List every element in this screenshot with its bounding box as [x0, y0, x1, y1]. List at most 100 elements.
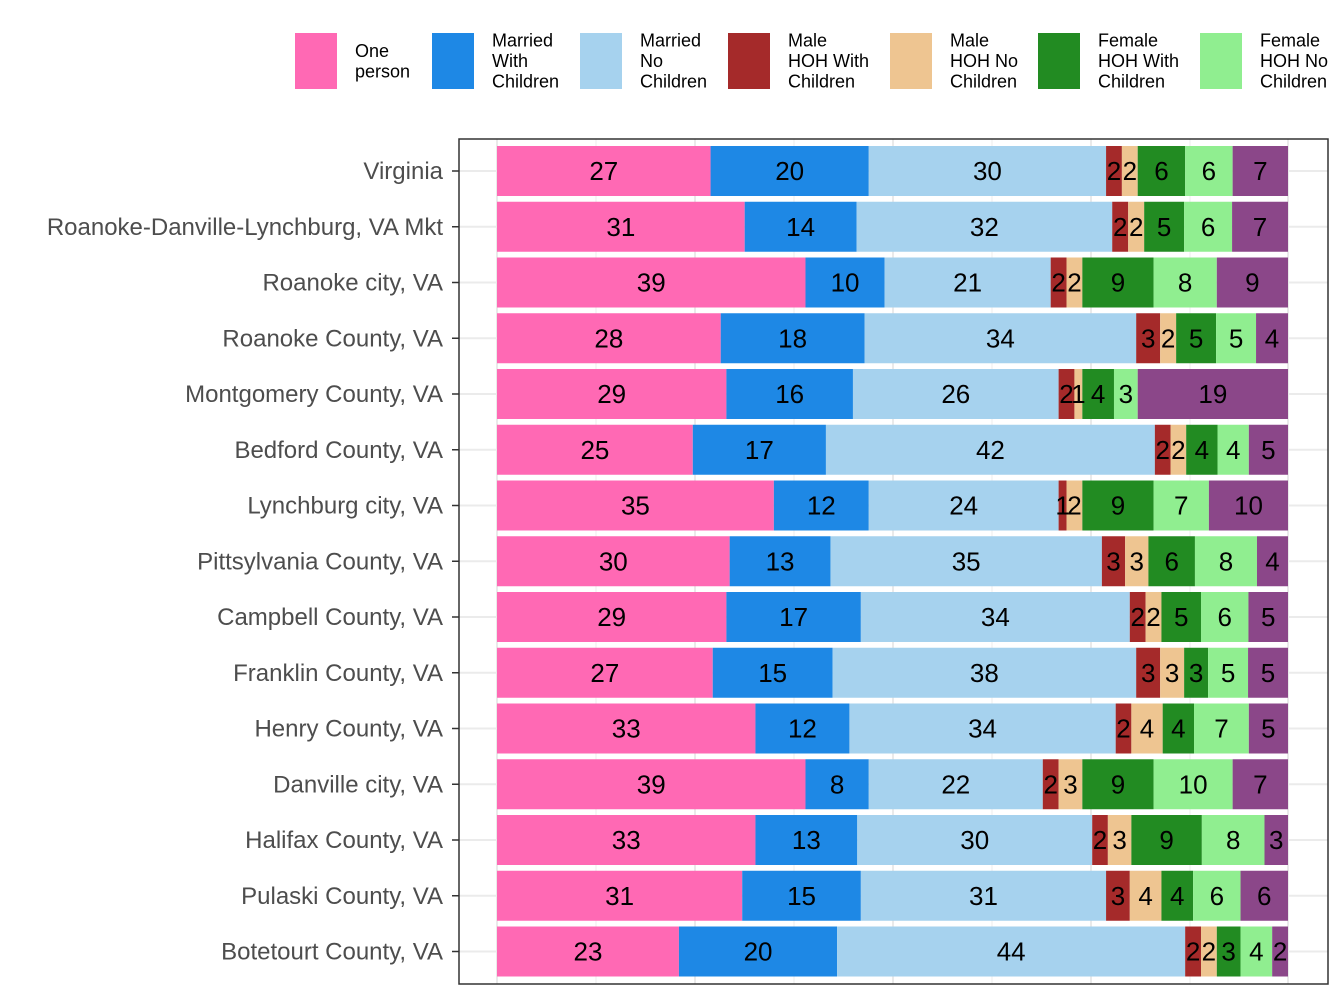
bar-value-label: 2: [1051, 268, 1065, 298]
legend-label: HOH With: [788, 51, 869, 71]
bar-segment: [1112, 201, 1129, 252]
bar-segment: [1184, 201, 1233, 252]
bar-segment: [1136, 647, 1161, 698]
bar-value-label: 7: [1253, 212, 1267, 242]
bar-segment: [1161, 592, 1201, 642]
bar-segment: [884, 257, 1051, 308]
bar-segment: [1066, 257, 1083, 308]
bar-value-label: 3: [1112, 825, 1126, 855]
legend-label: Children: [950, 72, 1017, 92]
bar-value-label: 32: [970, 212, 999, 242]
legend-label: Male: [788, 31, 827, 51]
bar-segment: [1154, 424, 1171, 475]
bar-value-label: 4: [1265, 546, 1279, 576]
bar-segment: [1185, 926, 1201, 977]
bar-segment: [832, 647, 1137, 698]
bar-value-label: 33: [612, 714, 641, 744]
bar-value-label: 4: [1091, 379, 1105, 409]
legend-label: Children: [788, 72, 855, 92]
bar-value-label: 31: [605, 881, 634, 911]
bar-value-label: 28: [594, 323, 623, 353]
bar-value-label: 30: [960, 825, 989, 855]
bar-value-label: 2: [1067, 491, 1081, 521]
bars: [497, 146, 1288, 977]
bar-segment: [1170, 424, 1187, 475]
y-tick-label: Bedford County, VA: [234, 437, 443, 464]
bar-segment: [497, 480, 774, 531]
bar-value-label: 34: [986, 323, 1015, 353]
bar-segment: [497, 647, 713, 698]
bar-segment: [1092, 815, 1108, 865]
bar-value-label: 7: [1174, 491, 1188, 521]
bar-value-label: 26: [941, 379, 970, 409]
legend-key: [890, 33, 932, 89]
bar-value-label: 8: [830, 769, 844, 799]
bar-segment: [1162, 703, 1195, 754]
bar-value-label: 9: [1111, 268, 1125, 298]
bar-segment: [1137, 369, 1288, 419]
bar-value-label: 22: [941, 769, 970, 799]
bar-value-label: 27: [589, 156, 618, 186]
bar-value-label: 5: [1261, 435, 1275, 465]
bar-value-label: 3: [1141, 323, 1155, 353]
bar-segment: [830, 536, 1102, 587]
bar-segment: [1121, 146, 1138, 196]
bar-value-label: 8: [1219, 546, 1233, 576]
y-tick-label: Henry County, VA: [254, 716, 443, 743]
legend-key: [580, 33, 622, 89]
bar-value-label: 39: [637, 268, 666, 298]
bar-segment: [860, 870, 1107, 921]
bar-segment: [497, 146, 711, 196]
bar-segment: [1176, 313, 1217, 364]
bar-value-label: 13: [766, 546, 795, 576]
bar-value-label: 4: [1226, 435, 1240, 465]
legend-label: HOH No: [1260, 51, 1328, 71]
bar-value-label: 12: [788, 714, 817, 744]
bar-segment: [1082, 759, 1154, 810]
bar-value-label: 13: [792, 825, 821, 855]
bar-segment: [1082, 480, 1154, 531]
bar-value-label: 29: [597, 379, 626, 409]
bar-segment: [1272, 926, 1288, 977]
bar-value-label: 3: [1221, 937, 1235, 967]
bar-segment: [856, 201, 1113, 252]
bar-segment: [1131, 703, 1163, 754]
bar-segment: [860, 592, 1130, 642]
bar-segment: [825, 424, 1155, 475]
bar-segment: [1185, 146, 1233, 196]
bar-segment: [1240, 870, 1288, 921]
bar-segment: [497, 759, 806, 810]
legend-key: [432, 33, 474, 89]
bar-value-label: 14: [786, 212, 815, 242]
bar-segment: [497, 703, 756, 754]
bar-segment: [1184, 647, 1209, 698]
bar-segment: [1082, 257, 1154, 308]
bar-segment: [1106, 870, 1130, 921]
bar-value-label: 17: [779, 602, 808, 632]
legend-label: Married: [492, 31, 553, 51]
bar-segment: [1160, 313, 1177, 364]
bar-value-label: 2: [1113, 212, 1127, 242]
bar-value-label: 2: [1273, 937, 1287, 967]
legend-label: Children: [1098, 72, 1165, 92]
bar-value-label: 31: [606, 212, 635, 242]
bar-segment: [712, 647, 833, 698]
bar-value-label: 5: [1189, 323, 1203, 353]
bar-value-label: 10: [1179, 769, 1208, 799]
bar-segment: [1128, 201, 1145, 252]
bar-value-label: 31: [969, 881, 998, 911]
bar-value-label: 2: [1146, 602, 1160, 632]
bar-segment: [1131, 815, 1202, 865]
bar-segment: [1248, 647, 1288, 698]
bar-value-label: 19: [1198, 379, 1227, 409]
bar-value-label: 3: [1165, 658, 1179, 688]
bar-value-label: 2: [1067, 268, 1081, 298]
bar-value-label: 5: [1261, 658, 1275, 688]
bar-segment: [1194, 703, 1249, 754]
bar-value-label: 3: [1111, 881, 1125, 911]
bar-value-label: 8: [1226, 825, 1240, 855]
bar-segment: [1115, 703, 1132, 754]
bar-segment: [1153, 257, 1217, 308]
bar-segment: [1232, 201, 1288, 252]
legend-key: [1038, 33, 1080, 89]
